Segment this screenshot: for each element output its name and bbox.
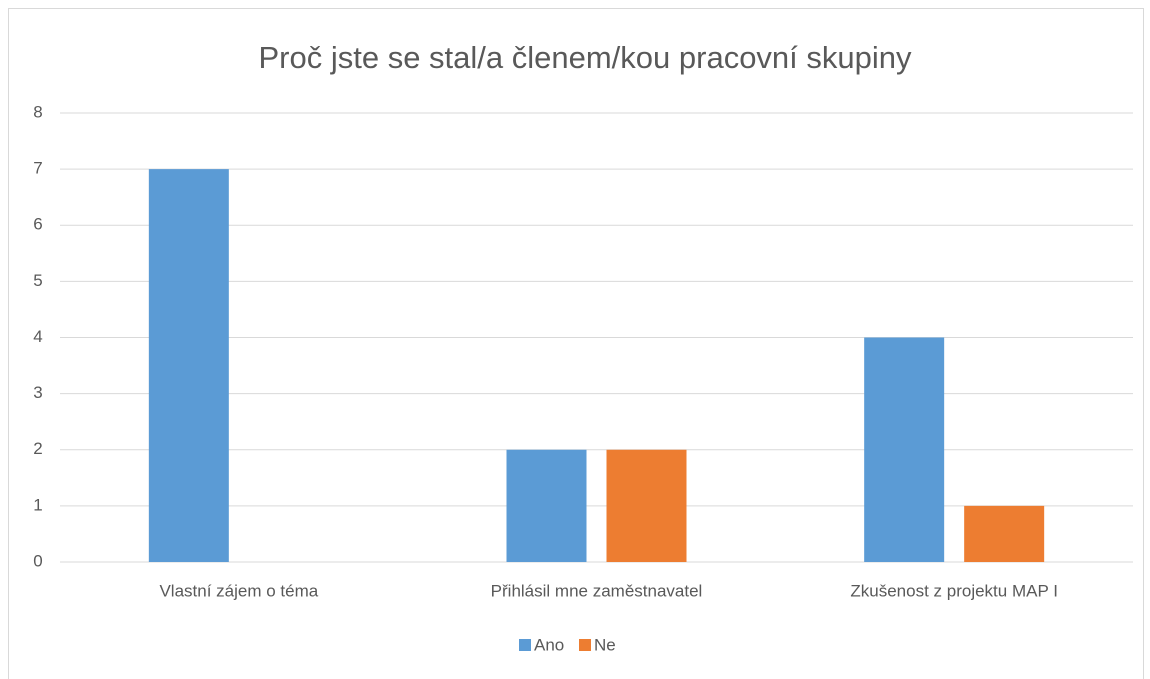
y-tick-label: 6 bbox=[33, 215, 42, 234]
bar bbox=[148, 169, 229, 562]
legend-label: Ano bbox=[534, 635, 564, 654]
y-tick-label: 7 bbox=[33, 159, 42, 178]
legend-swatch bbox=[579, 639, 591, 651]
x-tick-label: Přihlásil mne zaměstnavatel bbox=[491, 581, 703, 600]
bar bbox=[506, 449, 587, 562]
bar bbox=[606, 449, 687, 562]
x-tick-label: Zkušenost z projektu MAP I bbox=[850, 581, 1058, 600]
bar bbox=[864, 337, 945, 562]
chart-title: Proč jste se stal/a členem/kou pracovní … bbox=[258, 40, 912, 75]
y-tick-label: 1 bbox=[33, 495, 42, 514]
legend-label: Ne bbox=[594, 635, 616, 654]
legend-swatch bbox=[519, 639, 531, 651]
y-tick-label: 8 bbox=[33, 102, 42, 121]
y-tick-label: 4 bbox=[33, 327, 42, 346]
x-tick-label: Vlastní zájem o téma bbox=[159, 581, 318, 600]
y-tick-label: 5 bbox=[33, 271, 42, 290]
y-tick-label: 0 bbox=[33, 551, 42, 570]
bar bbox=[964, 505, 1045, 562]
y-tick-label: 3 bbox=[33, 383, 42, 402]
y-tick-label: 2 bbox=[33, 439, 42, 458]
